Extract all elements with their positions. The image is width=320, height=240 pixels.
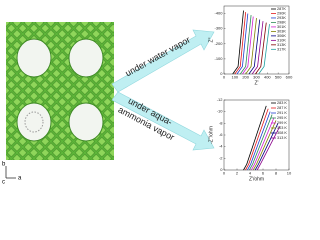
- legend-label: 306K: [277, 34, 286, 38]
- legend-label: 287 K: [277, 106, 287, 110]
- series-line: [243, 105, 267, 171]
- x-tick-label: 8: [275, 171, 278, 176]
- y-tick-label: -400: [214, 11, 223, 16]
- series-line: [249, 114, 273, 171]
- axes-indicator: b a c: [2, 162, 22, 186]
- legend-label: 298K: [277, 20, 286, 24]
- x-tick-label: 10: [287, 171, 292, 176]
- y-axis-title: -Z''/ohm: [208, 126, 214, 144]
- legend-label: 291 K: [277, 111, 287, 115]
- axis-label: a: [18, 176, 22, 182]
- legend-label: 313 K: [277, 136, 287, 140]
- x-tick-label: 500: [275, 75, 282, 80]
- x-tick-label: 600: [286, 75, 293, 80]
- legend-label: 299 K: [277, 121, 287, 125]
- x-tick-label: 200: [242, 75, 249, 80]
- legend-label: 308 K: [277, 131, 287, 135]
- series-line: [255, 22, 267, 75]
- y-tick-label: -4: [219, 144, 223, 149]
- legend-label: 303K: [277, 29, 286, 33]
- y-tick-label: -100: [214, 56, 223, 61]
- x-tick-label: 4: [249, 171, 252, 176]
- x-axis-title: Z'/ohm: [249, 176, 264, 182]
- arrows: [111, 29, 215, 151]
- condition-label: under water vapor: [124, 34, 192, 78]
- x-tick-label: 300: [253, 75, 260, 80]
- series-line: [248, 19, 261, 75]
- axis-label: b: [2, 162, 6, 168]
- y-tick-label: -8: [219, 120, 223, 125]
- x-tick-label: 400: [264, 75, 271, 80]
- legend-label: 301K: [277, 25, 286, 29]
- series-line: [247, 111, 271, 171]
- crystal-structure: [6, 22, 114, 160]
- series-line: [251, 21, 264, 75]
- x-tick-label: 0: [223, 171, 226, 176]
- x-tick-label: 0: [223, 75, 226, 80]
- plot-area: [223, 5, 290, 75]
- series-line: [234, 12, 247, 75]
- legend-label: 293K: [277, 16, 286, 20]
- x-tick-label: 6: [262, 171, 265, 176]
- series-line: [232, 10, 244, 75]
- x-tick-label: 100: [231, 75, 238, 80]
- y-tick-label: 0: [220, 71, 223, 76]
- series-line: [256, 126, 281, 171]
- y-tick-label: -2: [219, 155, 223, 160]
- x-axis-title: Z': [254, 80, 258, 86]
- series-line: [254, 123, 279, 171]
- series-line: [258, 24, 270, 75]
- y-axis-title: Z'': [208, 37, 214, 42]
- series-line: [245, 18, 257, 75]
- y-tick-label: -6: [219, 132, 223, 137]
- series-line: [239, 15, 252, 75]
- y-tick-label: -10: [217, 109, 224, 114]
- legend-label: 290K: [277, 11, 286, 15]
- y-tick-label: -300: [214, 26, 223, 31]
- legend-label: 317K: [277, 47, 286, 51]
- figure: b a c under water vapor under aqua- ammo…: [2, 5, 293, 186]
- legend-label: 313K: [277, 43, 286, 47]
- y-tick-label: -200: [214, 41, 223, 46]
- series-line: [236, 13, 249, 75]
- series-line: [252, 120, 277, 171]
- legend-label: 295 K: [277, 116, 287, 120]
- legend-label: 310K: [277, 38, 286, 42]
- y-tick-label: 0: [220, 167, 223, 172]
- axis-label: c: [2, 180, 5, 186]
- legend-label: 287K: [277, 7, 286, 11]
- series-line: [242, 16, 254, 75]
- legend-label: 303 K: [277, 126, 287, 130]
- series-line: [250, 117, 275, 171]
- y-tick-label: -12: [217, 97, 224, 102]
- series-line: [245, 108, 269, 171]
- legend-label: 283 K: [277, 101, 287, 105]
- x-tick-label: 2: [236, 171, 239, 176]
